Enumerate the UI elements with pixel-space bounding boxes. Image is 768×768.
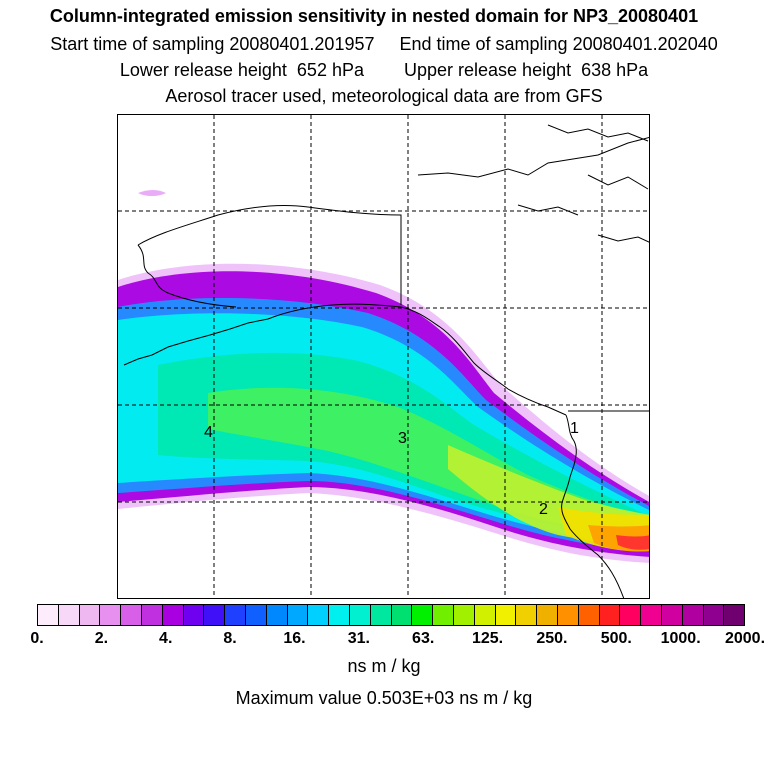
colorbar-cell — [724, 605, 745, 625]
colorbar-cell — [474, 605, 496, 625]
colorbar-cell — [516, 605, 538, 625]
colorbar-cell — [433, 605, 454, 625]
bc-coast — [565, 414, 577, 478]
colorbar-cell — [121, 605, 142, 625]
coastlines — [123, 124, 649, 598]
colorbar-tick-label: 500. — [600, 630, 632, 647]
colorbar-cell — [412, 605, 434, 625]
colorbar-tick-label: 4. — [159, 630, 173, 647]
alaska-north-coast — [137, 204, 402, 305]
colorbar-cell — [599, 605, 621, 625]
colorbar-cell — [495, 605, 517, 625]
colorbar-cell — [557, 605, 579, 625]
label-1: 1 — [570, 420, 579, 437]
colorbar-cell — [703, 605, 725, 625]
colorbar-cell — [58, 605, 80, 625]
alaska-west-coast — [137, 244, 237, 308]
colorbar-tick-label: 16. — [283, 630, 306, 647]
hudson-area — [597, 234, 649, 243]
colorbar-cell — [453, 605, 475, 625]
aleutian-chain — [123, 318, 269, 366]
colorbar-cell — [141, 605, 163, 625]
maximum-value: Maximum value 0.503E+03 ns m / kg — [235, 688, 533, 708]
figure-title: Column-integrated emission sensitivity i… — [49, 6, 699, 26]
tracer-info: Aerosol tracer used, meteorological data… — [165, 86, 603, 106]
colorbar-cell — [287, 605, 309, 625]
colorbar — [37, 604, 745, 626]
plume-red — [616, 535, 649, 550]
colorbar-cell — [370, 605, 392, 625]
release-heights: Lower release height 652 hPa Upper relea… — [119, 60, 649, 80]
colorbar-tick-label: 2. — [94, 630, 109, 647]
sampling-times: Start time of sampling 20080401.201957 E… — [50, 34, 718, 54]
label-2: 2 — [539, 501, 548, 518]
lat-lon-grid — [118, 115, 649, 598]
arctic-islands — [517, 124, 649, 216]
colorbar-cell — [641, 605, 662, 625]
colorbar-cell — [100, 605, 122, 625]
plume-spot — [138, 190, 166, 196]
colorbar-cell — [391, 605, 413, 625]
colorbar-cell — [537, 605, 558, 625]
colorbar-tick-label: 63. — [412, 630, 435, 647]
colorbar-cell — [329, 605, 350, 625]
colorbar-cell — [204, 605, 226, 625]
colorbar-cell — [79, 605, 101, 625]
colorbar-cell — [349, 605, 371, 625]
colorbar-cell — [682, 605, 704, 625]
colorbar-tick-label: 250. — [536, 630, 568, 647]
colorbar-tick-label: 2000. — [724, 630, 766, 647]
canada-arctic — [417, 137, 649, 178]
colorbar-cell — [578, 605, 600, 625]
colorbar-tick-label: 125. — [471, 630, 504, 647]
colorbar-cell — [225, 605, 246, 625]
gulf-of-alaska-coast — [267, 303, 567, 416]
colorbar-cell — [183, 605, 205, 625]
colorbar-units: ns m / kg — [347, 656, 421, 676]
label-3: 3 — [398, 430, 407, 447]
colorbar-cell — [162, 605, 184, 625]
colorbar-cell — [266, 605, 288, 625]
colorbar-cell — [38, 605, 59, 625]
map-panel: 4 3 2 1 — [117, 114, 650, 599]
map-canvas: 4 3 2 1 — [118, 115, 649, 598]
colorbar-cell — [245, 605, 267, 625]
colorbar-cell — [661, 605, 683, 625]
colorbar-cell — [308, 605, 330, 625]
colorbar-tick-label: 8. — [223, 630, 237, 647]
us-west-coast — [561, 476, 625, 598]
colorbar-tick-label: 0. — [30, 630, 44, 647]
label-4: 4 — [204, 424, 213, 441]
colorbar-tick-label: 31. — [347, 630, 370, 647]
colorbar-tick-label: 1000. — [660, 630, 701, 647]
colorbar-cell — [620, 605, 642, 625]
